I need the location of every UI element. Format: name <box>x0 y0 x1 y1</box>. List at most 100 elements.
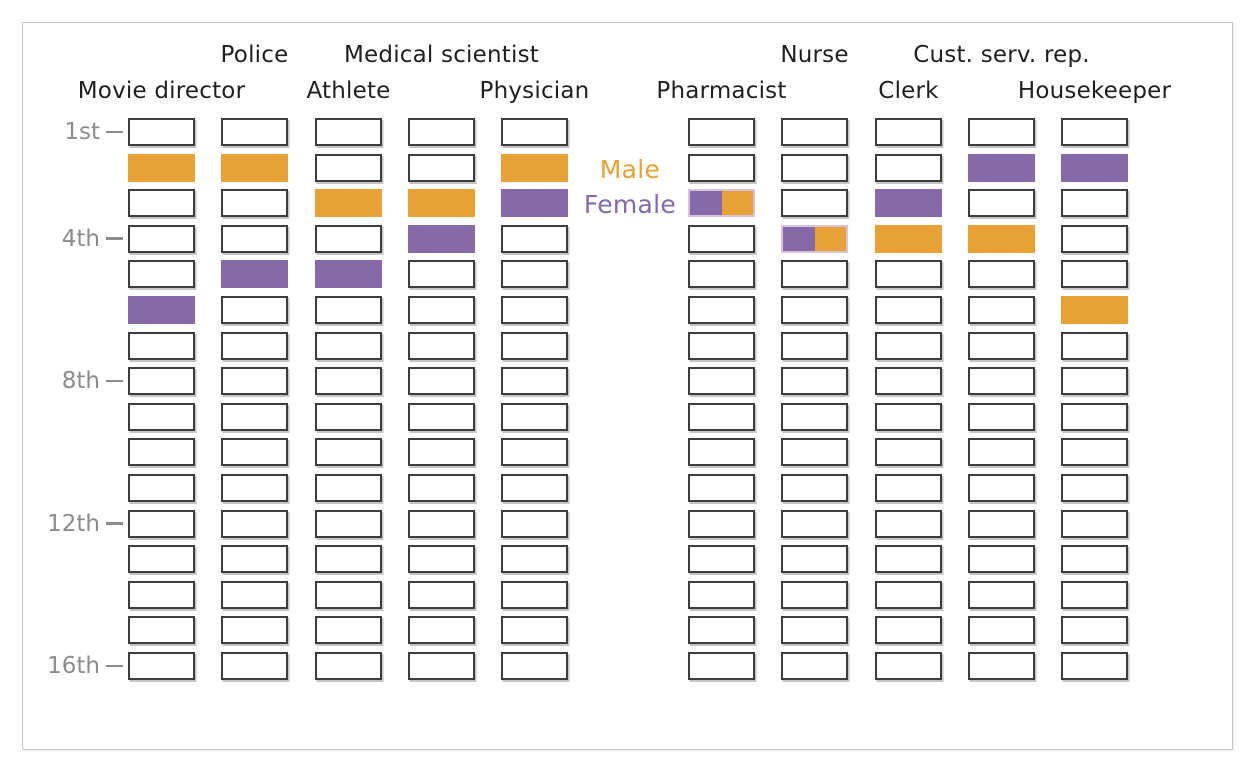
column-header: Medical scientist <box>344 42 539 68</box>
column-header: Nurse <box>780 42 849 68</box>
rank-cell-empty <box>968 580 1035 609</box>
rank-cell-empty <box>875 367 942 396</box>
rank-cell-empty <box>408 402 475 431</box>
rank-cell-empty <box>315 224 382 253</box>
rank-cell-empty <box>501 331 568 360</box>
rank-cell-empty <box>408 652 475 680</box>
rank-cell-empty <box>875 118 942 146</box>
rank-cell-empty <box>1061 652 1128 680</box>
rank-cell-empty <box>221 224 288 253</box>
rank-cell-empty <box>688 545 755 574</box>
rank-cell-empty <box>221 402 288 431</box>
rank-cell-empty <box>688 367 755 396</box>
rank-cell-empty <box>781 118 848 146</box>
rank-cell-empty <box>968 296 1035 324</box>
rank-cell-empty <box>128 224 195 253</box>
rank-cell-empty <box>781 189 848 218</box>
rank-cell-empty <box>501 367 568 396</box>
rank-cell-empty <box>315 474 382 502</box>
rank-cell-empty <box>875 652 942 680</box>
rank-tick-label: 1st <box>64 119 100 145</box>
rank-cell-empty <box>221 118 288 146</box>
rank-cell-empty <box>1061 616 1128 645</box>
column-header: Movie director <box>77 78 246 104</box>
rank-cell-empty <box>128 474 195 502</box>
rank-cell-empty <box>1061 545 1128 574</box>
rank-cell-empty <box>688 652 755 680</box>
rank-cell-empty <box>315 652 382 680</box>
rank-cell-empty <box>688 331 755 360</box>
rank-tick-mark <box>106 130 123 133</box>
rank-cell-male <box>315 189 382 218</box>
rank-cell-empty <box>1061 367 1128 396</box>
rank-cell-empty <box>781 260 848 289</box>
rank-cell-empty <box>1061 189 1128 218</box>
rank-cell-empty <box>315 331 382 360</box>
rank-cell-empty <box>128 118 195 146</box>
rank-cell-empty <box>781 509 848 538</box>
rank-cell-empty <box>315 402 382 431</box>
rank-cell-empty <box>968 474 1035 502</box>
rank-cell-male <box>875 224 942 253</box>
rank-cell-empty <box>875 260 942 289</box>
rank-cell-empty <box>221 189 288 218</box>
rank-cell-empty <box>315 153 382 182</box>
rank-cell-male <box>128 153 195 182</box>
rank-cell-empty <box>128 189 195 218</box>
rank-cell-empty <box>315 118 382 146</box>
rank-cell-empty <box>875 509 942 538</box>
rank-cell-empty <box>688 580 755 609</box>
rank-cell-empty <box>781 367 848 396</box>
rank-cell-empty <box>221 438 288 467</box>
rank-cell-empty <box>501 474 568 502</box>
rank-cell-empty <box>408 260 475 289</box>
rank-cell-empty <box>968 616 1035 645</box>
rank-cell-empty <box>408 331 475 360</box>
column-header: Police <box>220 42 289 68</box>
rank-cell-empty <box>128 367 195 396</box>
rank-cell-empty <box>315 545 382 574</box>
rank-tick-label: 4th <box>61 225 100 252</box>
rank-cell-male <box>501 153 568 182</box>
rank-cell-female <box>128 296 195 324</box>
rank-cell-male <box>408 189 475 218</box>
rank-cell-male <box>1061 296 1128 324</box>
legend-item-male: Male <box>599 155 661 184</box>
rank-cell-empty <box>128 331 195 360</box>
tie-half-male <box>814 226 846 251</box>
rank-cell-empty <box>408 438 475 467</box>
rank-cell-empty <box>221 367 288 396</box>
rank-cell-empty <box>315 438 382 467</box>
rank-cell-empty <box>781 616 848 645</box>
rank-cell-empty <box>408 153 475 182</box>
rank-cell-empty <box>1061 438 1128 467</box>
rank-cell-tie <box>781 224 848 253</box>
column-header: Physician <box>479 78 590 104</box>
rank-cell-empty <box>128 616 195 645</box>
rank-cell-female <box>501 189 568 218</box>
rank-cell-empty <box>1061 260 1128 289</box>
rank-cell-empty <box>408 616 475 645</box>
rank-cell-empty <box>688 474 755 502</box>
rank-cell-tie <box>688 189 755 218</box>
rank-cell-empty <box>968 260 1035 289</box>
rank-cell-empty <box>128 260 195 289</box>
rank-cell-female <box>315 260 382 289</box>
rank-cell-empty <box>688 118 755 146</box>
rank-cell-empty <box>408 296 475 324</box>
rank-cell-empty <box>408 545 475 574</box>
rank-cell-empty <box>688 616 755 645</box>
rank-cell-empty <box>875 474 942 502</box>
rank-cell-empty <box>781 545 848 574</box>
rank-cell-male <box>221 153 288 182</box>
rank-cell-empty <box>408 509 475 538</box>
column-header: Athlete <box>306 78 391 104</box>
column-header: Cust. serv. rep. <box>913 42 1090 68</box>
rank-cell-empty <box>781 474 848 502</box>
rank-cell-empty <box>501 118 568 146</box>
tie-half-female <box>690 191 722 216</box>
rank-cell-empty <box>221 545 288 574</box>
rank-cell-empty <box>408 367 475 396</box>
rank-cell-empty <box>968 652 1035 680</box>
